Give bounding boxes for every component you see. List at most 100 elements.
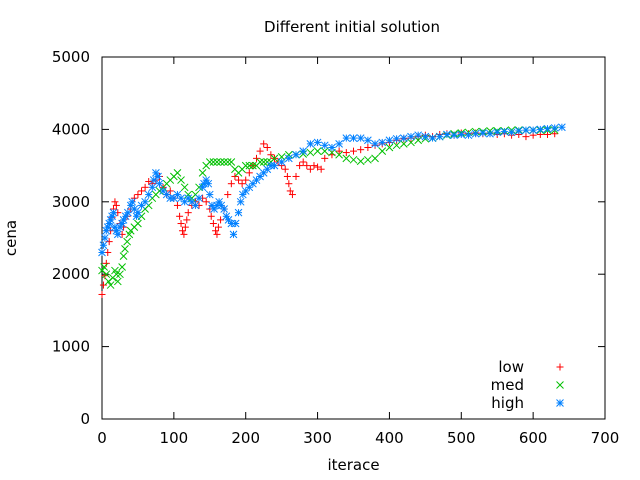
data-point-high <box>349 134 358 142</box>
data-point-high <box>195 194 203 203</box>
data-point-high <box>204 179 213 188</box>
data-point-high <box>180 197 189 206</box>
data-point-high <box>231 219 240 228</box>
data-point-high <box>234 208 243 217</box>
data-point-high <box>407 132 415 141</box>
data-point-med <box>313 147 322 155</box>
chart-title: Different initial solution <box>264 18 440 36</box>
data-point-low <box>231 172 239 180</box>
data-point-low <box>288 191 296 199</box>
data-point-high <box>292 150 300 159</box>
x-tick-label: 300 <box>303 429 332 447</box>
data-point-low <box>296 162 304 170</box>
data-point-high <box>435 132 444 141</box>
data-point-med <box>364 155 372 164</box>
data-point-high <box>507 128 516 137</box>
data-point-high <box>113 230 122 239</box>
data-point-high <box>154 172 162 181</box>
data-point-low <box>522 133 530 141</box>
data-point-high <box>229 230 238 239</box>
data-point-high <box>141 197 149 206</box>
data-point-high <box>124 208 132 217</box>
data-point-med <box>284 150 293 159</box>
data-point-high <box>191 201 200 210</box>
data-point-high <box>166 194 175 203</box>
data-point-high <box>421 132 430 141</box>
data-point-low <box>138 187 146 195</box>
data-point-high <box>320 141 329 150</box>
data-point-high <box>356 134 365 142</box>
data-point-low <box>141 183 149 191</box>
data-points <box>98 123 566 298</box>
data-point-low <box>245 169 253 177</box>
data-point-low <box>317 165 325 173</box>
data-point-low <box>99 281 107 289</box>
legend-marker-med <box>556 381 564 389</box>
data-point-low <box>350 147 357 155</box>
x-tick-label: 700 <box>591 429 620 447</box>
data-point-low <box>213 230 221 238</box>
data-point-high <box>371 140 379 148</box>
data-point-low <box>306 165 314 173</box>
data-point-high <box>215 197 223 206</box>
data-point-med <box>118 263 126 271</box>
series-low <box>98 129 559 298</box>
data-point-med <box>349 155 358 164</box>
data-point-low <box>252 154 260 162</box>
data-point-low <box>178 227 186 235</box>
data-point-low <box>111 198 119 206</box>
y-axis-label: cena <box>2 220 20 256</box>
data-point-low <box>130 194 138 202</box>
data-point-low <box>281 165 289 173</box>
data-point-med <box>259 158 268 166</box>
data-point-low <box>335 147 343 155</box>
data-point-low <box>285 180 293 188</box>
data-point-med <box>306 148 315 157</box>
data-point-low <box>214 223 222 231</box>
data-point-med <box>227 158 236 166</box>
y-tick-label: 4000 <box>52 120 90 138</box>
legend-marker-low <box>556 363 564 371</box>
legend-label-med: med <box>491 376 524 394</box>
data-point-low <box>173 201 181 209</box>
x-tick-label: 200 <box>231 429 260 447</box>
data-point-low <box>98 290 106 298</box>
legend-label-high: high <box>491 394 524 412</box>
data-point-high <box>443 130 451 139</box>
data-point-low <box>292 172 300 180</box>
data-point-high <box>364 136 372 145</box>
legend-marker-high <box>556 399 564 407</box>
data-point-med <box>134 219 142 228</box>
data-point-low <box>207 212 215 220</box>
data-point-med <box>270 154 279 163</box>
data-point-low <box>166 187 174 195</box>
data-point-low <box>303 162 311 170</box>
data-point-low <box>102 259 110 267</box>
data-point-high <box>543 124 552 133</box>
data-point-high <box>270 161 279 170</box>
data-point-low <box>238 180 246 188</box>
y-tick-label: 1000 <box>52 338 90 356</box>
data-point-high <box>220 205 229 213</box>
data-point-low <box>256 147 264 155</box>
data-point-low <box>177 220 185 228</box>
data-point-low <box>342 149 350 157</box>
legend-label-low: low <box>498 358 524 376</box>
data-point-high <box>392 134 401 143</box>
data-point-low <box>209 220 217 228</box>
data-point-med <box>198 168 207 177</box>
data-point-high <box>306 140 315 148</box>
data-point-low <box>145 178 153 186</box>
data-point-high <box>328 143 336 152</box>
data-point-high <box>267 161 275 170</box>
data-point-high <box>224 216 233 224</box>
data-point-low <box>310 162 318 170</box>
data-point-med <box>342 154 351 163</box>
y-tick-label: 0 <box>80 410 90 428</box>
data-point-high <box>238 190 247 199</box>
data-point-med <box>241 161 250 170</box>
data-point-med <box>216 158 225 166</box>
data-point-med <box>371 154 379 163</box>
data-point-high <box>450 131 458 140</box>
